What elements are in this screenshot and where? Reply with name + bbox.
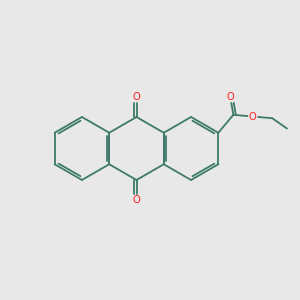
Text: O: O xyxy=(133,195,140,206)
Text: O: O xyxy=(133,92,140,102)
Text: O: O xyxy=(249,112,257,122)
Text: O: O xyxy=(226,92,234,101)
